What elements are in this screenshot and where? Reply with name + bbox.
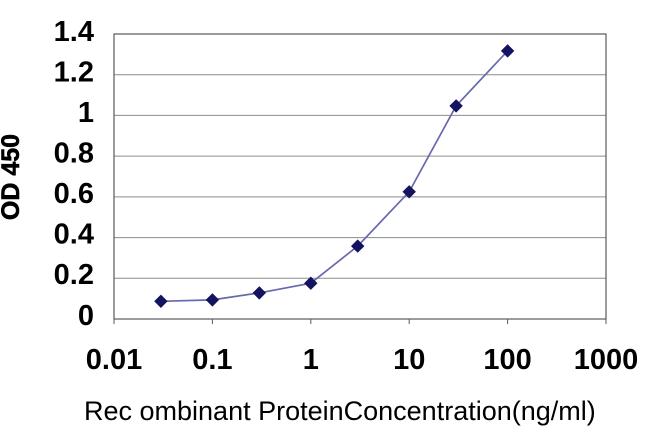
svg-text:1: 1 <box>78 97 94 129</box>
svg-text:0.01: 0.01 <box>86 344 142 376</box>
svg-text:0.1: 0.1 <box>192 344 232 376</box>
svg-text:0.8: 0.8 <box>54 138 94 170</box>
svg-text:1.4: 1.4 <box>54 16 94 48</box>
svg-text:1000: 1000 <box>574 344 639 376</box>
svg-text:0.2: 0.2 <box>54 259 94 291</box>
svg-text:1.2: 1.2 <box>54 57 94 89</box>
svg-text:10: 10 <box>393 344 425 376</box>
svg-text:100: 100 <box>483 344 531 376</box>
svg-text:Rec ombinant ProteinConcentrat: Rec ombinant ProteinConcentration(ng/ml) <box>84 396 596 426</box>
svg-text:0: 0 <box>78 300 94 332</box>
svg-text:0.6: 0.6 <box>54 178 94 210</box>
svg-text:0.4: 0.4 <box>54 219 94 251</box>
svg-text:OD 450: OD 450 <box>0 134 25 220</box>
svg-text:1: 1 <box>303 344 319 376</box>
